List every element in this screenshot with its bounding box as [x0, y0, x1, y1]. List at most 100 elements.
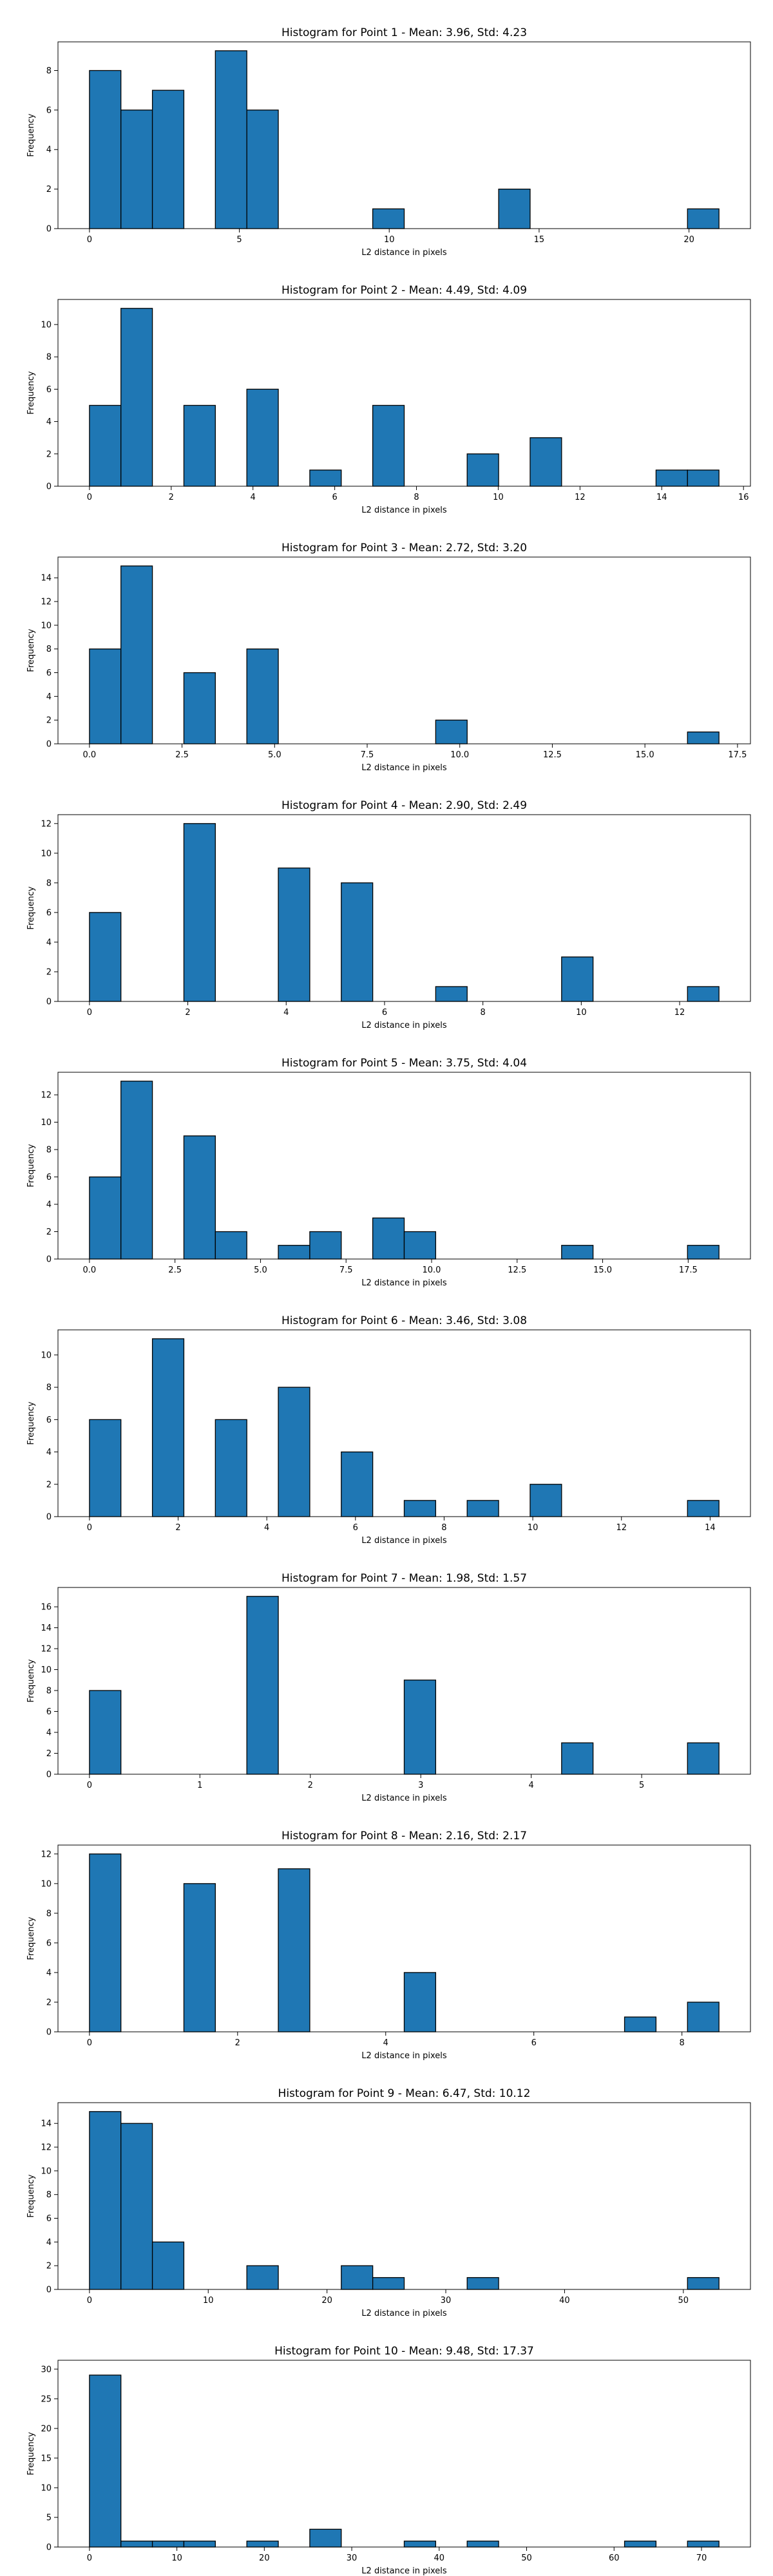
chart-title: Histogram for Point 4 - Mean: 2.90, Std:…: [282, 799, 527, 812]
bars: [89, 1853, 720, 2032]
histogram-bar: [372, 404, 405, 487]
x-tick-label: 20: [321, 2296, 332, 2306]
y-tick-label: 14: [41, 1624, 52, 1633]
y-tick-label: 10: [41, 621, 52, 630]
x-tick-label: 20: [259, 2553, 270, 2563]
histogram-bar: [372, 1217, 405, 1260]
y-tick-label: 6: [46, 2214, 52, 2224]
axes-frame: [57, 299, 751, 487]
y-tick-label: 2: [46, 2262, 52, 2271]
histogram-bar: [120, 565, 153, 744]
histogram-bar: [466, 2277, 499, 2290]
x-tick-label: 0: [87, 235, 92, 245]
histogram-bar: [278, 1245, 310, 1260]
histogram-bar: [403, 1231, 437, 1260]
y-axis-label: Frequency: [26, 1917, 36, 1960]
histogram-bar: [341, 1451, 374, 1517]
histogram-bar: [89, 1690, 122, 1775]
x-tick-label: 8: [481, 1008, 486, 1018]
y-tick-label: 4: [46, 146, 52, 155]
histogram-bar: [215, 1231, 247, 1260]
histogram-panel-1: 0 5 10 15 20 0 2 4 6 8 Histogram for Point 1 - Mea…: [26, 26, 751, 258]
chart-title: Histogram for Point 5 - Mean: 3.75, Std:…: [282, 1057, 527, 1070]
y-tick-label: 25: [41, 2394, 52, 2404]
histogram-bar: [246, 2265, 279, 2290]
y-axis-label: Frequency: [26, 371, 36, 414]
y-tick-label: 0: [46, 998, 52, 1007]
histogram-bar: [246, 388, 279, 487]
x-tick-label: 15: [534, 235, 545, 245]
x-axis-label: L2 distance in pixels: [361, 248, 447, 258]
histogram-bar: [183, 404, 216, 487]
x-tick-label: 4: [383, 2038, 388, 2048]
y-tick-label: 2: [46, 1227, 52, 1237]
y-axis-label: Frequency: [26, 113, 36, 156]
histogram-bar: [309, 1231, 342, 1260]
x-tick-label: 10.0: [423, 1265, 441, 1275]
x-tick-label: 17.5: [679, 1265, 698, 1275]
histogram-bar: [466, 453, 499, 487]
x-tick-label: 12: [674, 1008, 685, 1018]
bars: [89, 2111, 720, 2290]
x-tick-label: 14: [656, 493, 667, 502]
y-tick-label: 14: [41, 2119, 52, 2129]
histogram-bar: [89, 1853, 122, 2032]
x-axis-label: L2 distance in pixels: [361, 1536, 447, 1546]
x-tick-label: 4: [283, 1008, 289, 1018]
y-tick-label: 16: [41, 1603, 52, 1613]
x-axis-label: L2 distance in pixels: [361, 506, 447, 515]
histogram-bar: [215, 50, 247, 229]
y-tick-label: 12: [41, 2143, 52, 2153]
x-tick-label: 12: [616, 1523, 627, 1533]
x-axis-label: L2 distance in pixels: [361, 2051, 447, 2061]
x-tick-label: 30: [441, 2296, 452, 2306]
y-tick-label: 2: [46, 716, 52, 726]
histogram-bar: [530, 437, 562, 487]
y-tick-label: 4: [46, 1448, 52, 1457]
chart-title: Histogram for Point 9 - Mean: 6.47, Std:…: [278, 2087, 531, 2100]
y-tick-label: 10: [41, 1118, 52, 1128]
x-tick-label: 12.5: [508, 1265, 526, 1275]
y-axis-label: Frequency: [26, 2174, 36, 2217]
histogram-bar: [687, 1742, 720, 1775]
histogram-bar: [151, 2541, 185, 2548]
y-tick-label: 8: [46, 2190, 52, 2200]
y-tick-label: 10: [41, 1665, 52, 1675]
x-tick-label: 10: [493, 493, 504, 502]
x-tick-label: 8: [441, 1523, 446, 1533]
x-tick-label: 2: [175, 1523, 180, 1533]
histogram-bar: [561, 1245, 594, 1260]
histogram-bar: [341, 2265, 374, 2290]
histogram-bar: [403, 1500, 437, 1517]
x-tick-label: 14: [705, 1523, 716, 1533]
x-tick-label: 7.5: [339, 1265, 353, 1275]
y-tick-label: 8: [46, 1909, 52, 1918]
y-tick-label: 6: [46, 908, 52, 918]
bars: [89, 1081, 720, 1260]
x-tick-label: 0: [87, 1008, 92, 1018]
histogram-bar: [120, 2541, 153, 2548]
histogram-bar: [687, 2541, 720, 2548]
histogram-bar: [183, 823, 216, 1002]
y-axis-label: Frequency: [26, 2432, 36, 2475]
y-tick-label: 6: [46, 1707, 52, 1717]
y-tick-label: 5: [46, 2513, 52, 2523]
bars: [89, 2374, 720, 2548]
y-tick-label: 10: [41, 2483, 52, 2493]
histogram-bar: [89, 912, 122, 1002]
x-tick-label: 6: [332, 493, 337, 502]
y-tick-label: 2: [46, 1749, 52, 1759]
x-tick-label: 40: [434, 2553, 445, 2563]
y-tick-label: 2: [46, 185, 52, 194]
histogram-bar: [435, 719, 468, 744]
y-tick-label: 10: [41, 320, 52, 330]
y-tick-label: 12: [41, 819, 52, 829]
y-tick-label: 8: [46, 1146, 52, 1155]
histogram-bar: [687, 731, 720, 744]
y-tick-label: 0: [46, 1513, 52, 1522]
histogram-bar: [309, 2528, 342, 2548]
x-tick-label: 30: [347, 2553, 358, 2563]
y-tick-label: 30: [41, 2365, 52, 2374]
x-tick-label: 10: [203, 2296, 214, 2306]
